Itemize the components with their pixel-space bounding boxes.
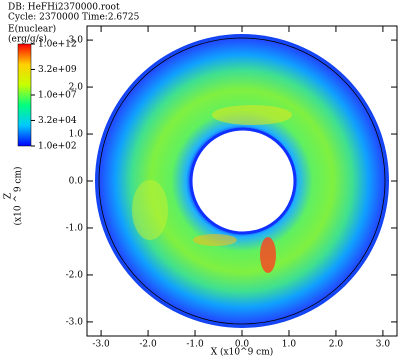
y-tick-label: 2.0	[69, 83, 84, 93]
y-tick-label: -1.0	[66, 223, 84, 233]
y-tick-label: 3.0	[69, 36, 84, 46]
colorbar-tick-label: 3.2e+09	[38, 65, 77, 75]
x-axis-label: X (x10^9 cm)	[211, 347, 274, 358]
y-axis-units: (x10 ^ 9 cm)	[13, 167, 24, 226]
colorbar-tick-label: 3.2e+04	[38, 116, 77, 126]
colorbar-tick-label: 1.0e+07	[38, 91, 77, 101]
hot-patch	[193, 234, 237, 246]
hot-patch	[132, 180, 168, 240]
x-tick-label: 3.0	[376, 340, 391, 350]
y-tick-label: -2.0	[66, 270, 84, 280]
plot-area	[95, 34, 389, 328]
y-tick-label: 1.0	[69, 130, 84, 140]
reference-circle	[98, 37, 386, 325]
y-tick-label: -3.0	[66, 317, 84, 327]
colorbar	[17, 43, 32, 147]
cycle-time-label: Cycle: 2370000 Time:2.6725	[8, 13, 140, 23]
colorbar-tick-label: 1.0e+12	[38, 40, 77, 50]
x-tick-label: -3.0	[92, 340, 110, 350]
x-tick-label: -1.0	[186, 340, 204, 350]
inner-hole	[189, 127, 297, 235]
database-label: DB: HeFHi2370000.root	[8, 3, 120, 13]
x-tick-label: 2.0	[329, 340, 344, 350]
hot-patch	[212, 105, 292, 125]
legend-title: E(nuclear)	[8, 24, 56, 35]
colorbar-tick-label: 1.0e+02	[38, 142, 77, 152]
x-tick-label: 1.0	[282, 340, 297, 350]
x-tick-label: -2.0	[139, 340, 157, 350]
x-tick-label: 0.0	[235, 340, 250, 350]
y-tick-label: 0.0	[69, 177, 84, 187]
hot-patch	[260, 237, 276, 273]
y-axis-label: Z	[4, 193, 14, 199]
legend-units: (erg/g/s)	[8, 34, 47, 45]
